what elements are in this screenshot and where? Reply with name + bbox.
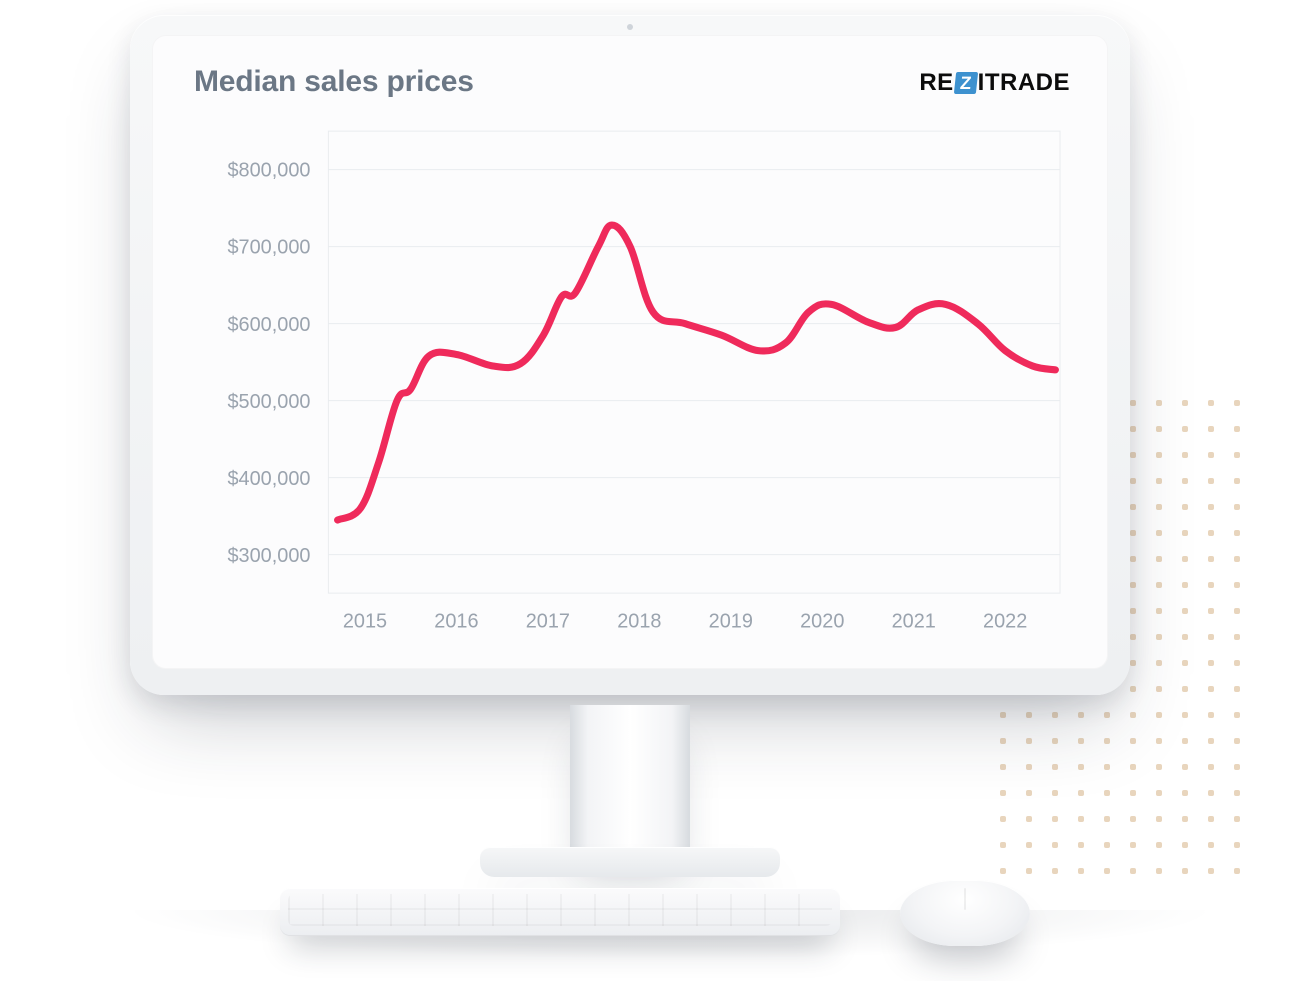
mouse <box>900 880 1030 946</box>
logo-z-icon: Z <box>954 72 978 94</box>
brand-logo: RE Z ITRADE <box>919 65 1070 97</box>
monitor-bezel: Median sales prices RE Z ITRADE $300,000… <box>130 15 1130 695</box>
svg-text:2019: 2019 <box>709 611 753 633</box>
chart-title: Median sales prices <box>194 65 474 99</box>
monitor: Median sales prices RE Z ITRADE $300,000… <box>130 15 1130 695</box>
svg-text:$800,000: $800,000 <box>227 160 310 182</box>
svg-text:2020: 2020 <box>800 611 844 633</box>
chart-area: $300,000 $400,000 $500,000 $600,000 $700,000… <box>194 121 1070 649</box>
svg-text:$700,000: $700,000 <box>227 237 310 259</box>
camera-dot <box>627 24 633 30</box>
svg-text:2017: 2017 <box>526 611 570 633</box>
logo-text-post: ITRADE <box>978 69 1070 97</box>
monitor-stand-foot <box>480 847 780 877</box>
monitor-stand-neck <box>570 705 690 855</box>
line-chart: $300,000 $400,000 $500,000 $600,000 $700,000… <box>194 121 1070 649</box>
svg-text:2015: 2015 <box>343 611 387 633</box>
screen: Median sales prices RE Z ITRADE $300,000… <box>152 35 1108 669</box>
svg-text:2022: 2022 <box>983 611 1027 633</box>
svg-text:$600,000: $600,000 <box>227 314 310 336</box>
logo-text-pre: RE <box>919 69 953 97</box>
svg-text:2016: 2016 <box>434 611 478 633</box>
screen-header: Median sales prices RE Z ITRADE <box>194 65 1070 99</box>
keyboard <box>280 888 840 936</box>
svg-text:2021: 2021 <box>892 611 936 633</box>
svg-text:$300,000: $300,000 <box>227 545 310 567</box>
svg-text:$500,000: $500,000 <box>227 391 310 413</box>
svg-text:$400,000: $400,000 <box>227 468 310 490</box>
svg-text:2018: 2018 <box>617 611 661 633</box>
